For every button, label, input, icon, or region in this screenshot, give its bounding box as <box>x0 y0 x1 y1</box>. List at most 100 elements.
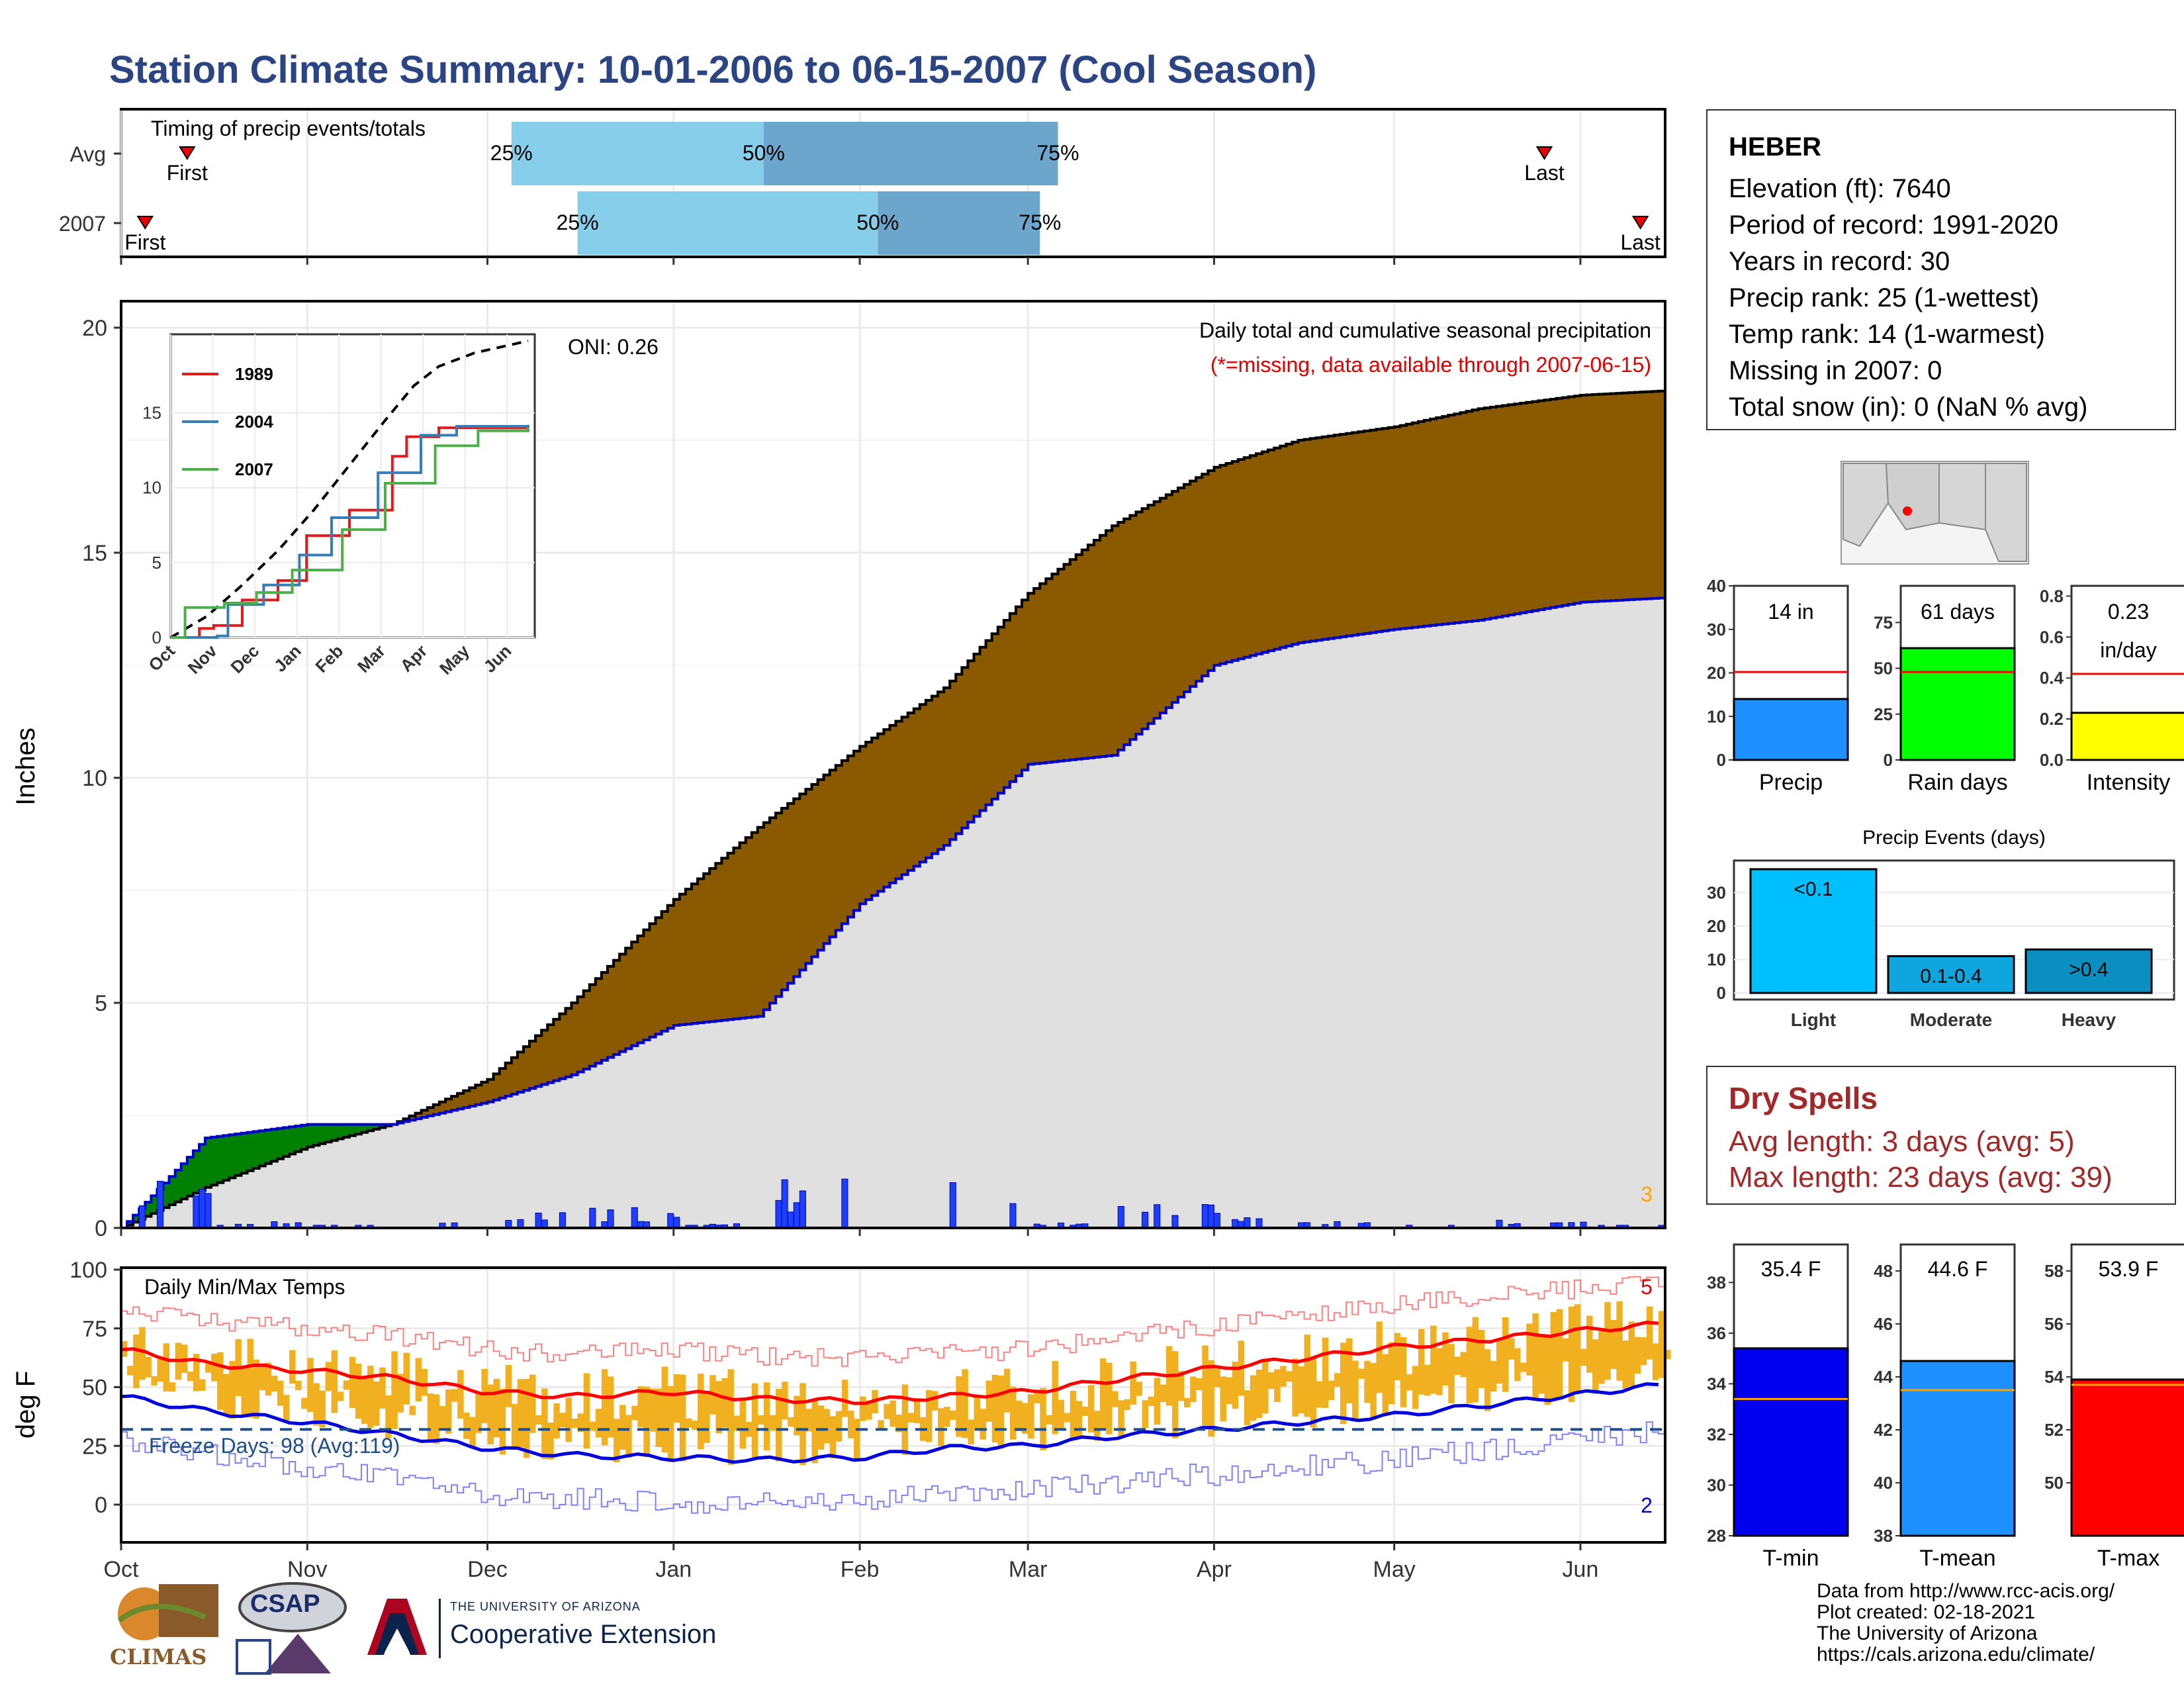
temp-daily-bar <box>1424 1364 1431 1396</box>
temp-small-value-label: 44.6 F <box>1928 1257 1988 1281</box>
temp-daily-bar <box>277 1380 284 1406</box>
precip-deficit-band <box>1610 393 1617 601</box>
small-ytick-label: 20 <box>1707 663 1726 683</box>
small-bar-name: Rain days <box>1907 770 2007 795</box>
precip-deficit-band <box>1490 407 1497 618</box>
temp-daily-bar <box>907 1413 915 1423</box>
precip-deficit-band <box>1574 396 1581 604</box>
temp-small-ytick-label: 54 <box>2044 1367 2064 1387</box>
precip-deficit-band <box>475 1085 482 1105</box>
precip-daily-bar <box>841 1178 848 1229</box>
temp-daily-bar <box>433 1394 440 1444</box>
precip-deficit-band <box>1538 400 1545 610</box>
precip-surplus-band <box>307 1124 314 1147</box>
precip-deficit-band <box>962 667 969 828</box>
temp-daily-bar <box>463 1412 470 1439</box>
temp-daily-bar <box>1364 1360 1371 1403</box>
map-texas <box>1985 463 2027 562</box>
precip-deficit-band <box>619 954 626 1052</box>
precip-surplus-band <box>271 1129 278 1162</box>
csap-text: CSAP <box>250 1590 320 1618</box>
precip-deficit-band <box>655 917 662 1035</box>
inset-series-2004 <box>171 424 529 639</box>
precip-surplus-band <box>331 1124 338 1141</box>
temp-daily-bar <box>944 1407 950 1427</box>
temp-daily-bar <box>355 1363 362 1419</box>
temp-daily-bar <box>1250 1375 1257 1421</box>
precip-events-bar-label: <0.1 <box>1794 878 1833 900</box>
precip-deficit-band <box>901 717 909 875</box>
precip-deficit-band <box>505 1062 512 1096</box>
precip-deficit-band <box>788 803 794 984</box>
precip-deficit-band <box>727 853 735 1020</box>
precip-deficit-band <box>415 1113 422 1119</box>
precip-daily-bar <box>781 1179 788 1229</box>
precip-events-title: Precip Events (days) <box>1862 827 2046 849</box>
temp-daily-bar <box>1064 1413 1071 1423</box>
temp-daily-bar <box>517 1379 524 1448</box>
precip-deficit-band <box>829 770 837 937</box>
temp-daily-bar <box>1658 1311 1665 1378</box>
temp-daily-bar <box>1370 1363 1377 1420</box>
precip-daily-bar <box>1117 1205 1124 1229</box>
precip-deficit-band <box>637 935 645 1043</box>
temp-daily-bar <box>913 1398 921 1423</box>
temp-daily-bar <box>1292 1358 1298 1417</box>
temp-daily-bar <box>217 1352 224 1410</box>
precip-deficit-band <box>854 751 860 911</box>
precip-daily-bar <box>156 1180 164 1229</box>
temp-record-high-count: 5 <box>1641 1275 1653 1299</box>
temp-daily-bar <box>727 1369 734 1465</box>
temp-record-low-line <box>121 1421 1665 1514</box>
precip-deficit-band <box>1268 449 1275 651</box>
precip-avg-line <box>121 389 1666 1229</box>
precip-surplus-band <box>343 1124 350 1138</box>
precip-deficit-band <box>1009 613 1017 782</box>
temp-daily-bar <box>367 1366 374 1429</box>
credit-university: The University of Arizona <box>1817 1622 2038 1644</box>
temp-daily-bar <box>974 1396 980 1430</box>
precip-deficit-band <box>1178 488 1185 697</box>
temp-daily-bar <box>1484 1349 1491 1411</box>
timing-first-label: First <box>167 161 208 185</box>
precip-daily-bar <box>559 1212 566 1229</box>
precip-deficit-band <box>1130 515 1137 739</box>
temp-daily-bar <box>187 1372 194 1382</box>
precip-daily-bar <box>949 1182 956 1229</box>
temp-daily-bar <box>241 1368 248 1417</box>
temp-avg-min-line <box>120 1382 1659 1464</box>
temp-daily-bar <box>614 1419 620 1463</box>
temp-daily-bar <box>457 1370 464 1419</box>
temp-daily-bar <box>1382 1354 1388 1416</box>
temp-daily-bar <box>1376 1321 1383 1393</box>
small-ytick-label: 0 <box>1717 750 1726 770</box>
map-new-mexico <box>1938 463 1986 531</box>
precip-surplus-band <box>211 1137 218 1186</box>
precip-deficit-band <box>1208 471 1215 671</box>
precip-daily-bar <box>775 1199 782 1229</box>
precip-surplus-band <box>205 1138 212 1188</box>
temp-daily-bar <box>595 1409 602 1438</box>
precip-deficit-band <box>1616 393 1623 600</box>
temp-daily-bar <box>1526 1323 1533 1376</box>
precip-deficit-band <box>523 1047 530 1091</box>
temp-daily-bar <box>643 1386 650 1458</box>
precip-daily-bar <box>193 1196 200 1229</box>
timing-title: Timing of precip events/totals <box>151 117 426 140</box>
temp-daily-bar <box>979 1409 987 1440</box>
precip-daily-bar <box>589 1207 596 1229</box>
precip-deficit-band <box>517 1052 524 1093</box>
precip-daily-bar <box>138 1205 146 1229</box>
climas-text: CLIMAS <box>110 1644 207 1669</box>
precip-deficit-band <box>997 627 1005 794</box>
inset-ytick-label: 10 <box>142 478 161 498</box>
precip-deficit-band <box>884 729 891 888</box>
temp-daily-bar <box>1388 1342 1395 1405</box>
precip-daily-bar <box>1154 1204 1161 1229</box>
precip-deficit-band <box>919 704 927 863</box>
precip-bars: 0 10 20 30 40 14 in Precip 0 25 50 75 61 days Rain d… <box>1707 576 2184 795</box>
precip-deficit-band <box>794 798 800 977</box>
temp-daily-bar <box>884 1403 890 1419</box>
temp-small-ytick-label: 38 <box>1874 1526 1893 1546</box>
precip-deficit-band <box>968 661 975 823</box>
